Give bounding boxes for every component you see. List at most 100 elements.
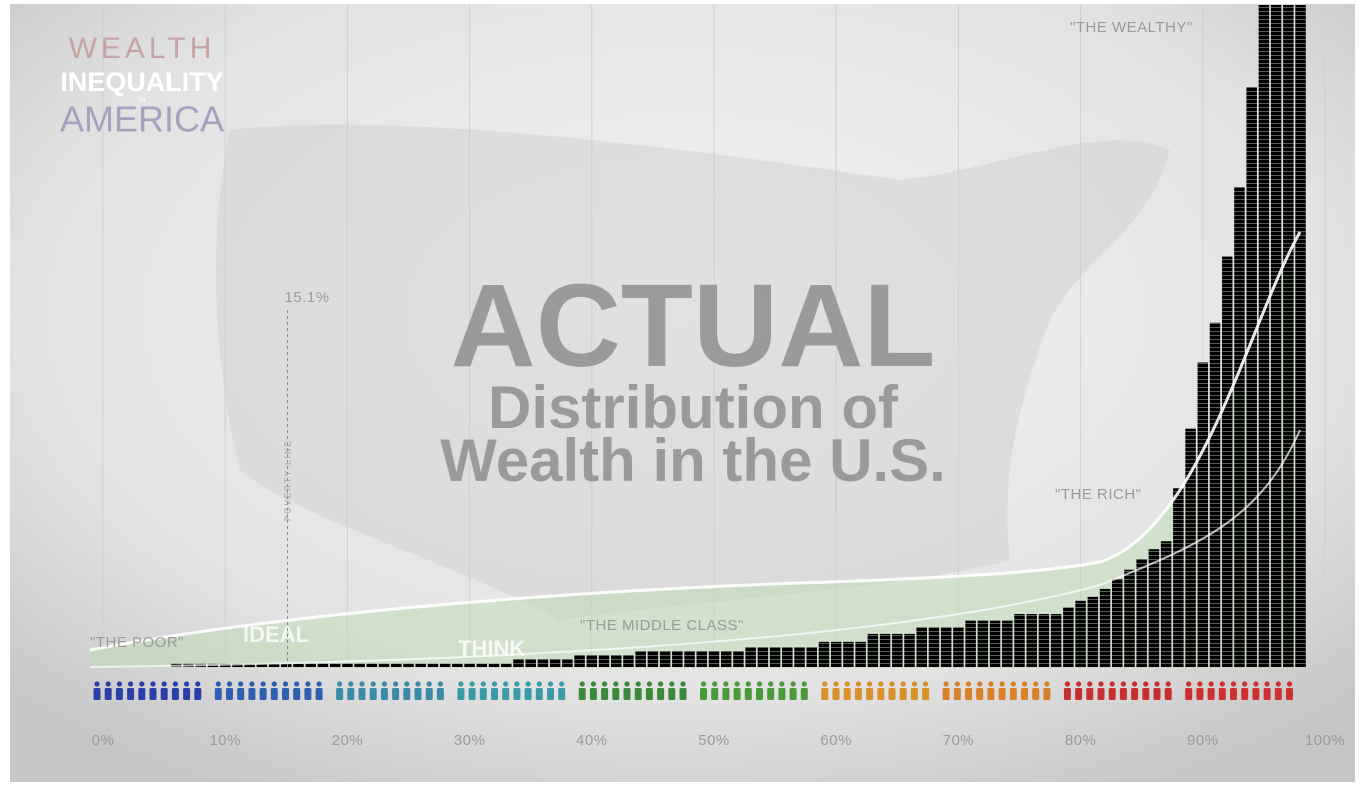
person-icon [602, 681, 608, 687]
person-icon [634, 688, 642, 700]
bar [610, 655, 622, 667]
person-icon [1230, 681, 1237, 687]
person-icon [1075, 688, 1083, 700]
person-icon [392, 688, 400, 700]
person-icon [282, 688, 289, 700]
person-icon [843, 688, 851, 700]
person-icon [911, 681, 918, 687]
bar [659, 651, 671, 667]
bar [415, 663, 426, 667]
person-icon [779, 681, 785, 687]
x-tick-label: 100% [1305, 732, 1345, 749]
bar [977, 620, 989, 667]
person-icon [900, 681, 906, 687]
person-icon [503, 681, 509, 687]
person-icon [248, 688, 256, 700]
annotation: IDEAL [243, 622, 309, 647]
person-icon [348, 681, 354, 687]
person-icon [832, 688, 840, 700]
person-icon [194, 688, 202, 700]
bar [855, 641, 866, 667]
bar [366, 663, 378, 667]
person-icon [171, 688, 179, 700]
person-icon [172, 681, 178, 687]
person-icon [1286, 681, 1293, 687]
bar [281, 663, 292, 667]
person-icon [491, 681, 498, 687]
ideal-curve [89, 231, 1302, 652]
person-icon [160, 688, 168, 700]
bar [1148, 549, 1160, 667]
person-icon [457, 688, 465, 700]
person-icon [1143, 681, 1149, 687]
x-tick-label: 10% [209, 732, 241, 749]
person-icon [712, 681, 718, 687]
person-icon [1119, 688, 1127, 700]
bar [244, 663, 255, 667]
bar [476, 663, 488, 667]
person-icon [468, 688, 476, 700]
person-icon [1032, 688, 1040, 700]
person-icon [1009, 688, 1017, 700]
person-icon [94, 681, 100, 687]
person-icon [889, 681, 895, 687]
person-icon [953, 688, 961, 700]
person-icon [645, 688, 653, 700]
person-icon [745, 681, 751, 687]
bar [488, 663, 500, 667]
person-icon [899, 688, 907, 700]
person-icon [756, 688, 763, 700]
person-icon [877, 688, 885, 700]
person-icon [513, 688, 521, 700]
person-icon [226, 688, 233, 700]
x-tick-label: 0% [92, 732, 115, 749]
bar [1075, 600, 1086, 667]
person-icon [559, 681, 565, 687]
bar [317, 663, 329, 667]
person-icon [404, 681, 410, 687]
bar [1185, 428, 1196, 667]
person-icon [768, 681, 774, 687]
annotation: "THE MIDDLE CLASS" [580, 617, 744, 634]
person-icon [249, 681, 255, 687]
person-icon [1186, 681, 1192, 687]
bar [1026, 614, 1037, 667]
person-icon [149, 688, 157, 700]
person-icon [942, 688, 950, 700]
person-icon [612, 688, 620, 700]
x-tick-label: 70% [943, 732, 975, 749]
person-icon [646, 681, 653, 687]
person-icon [756, 681, 763, 687]
person-icon [547, 688, 554, 700]
bar [1234, 187, 1245, 668]
person-icon [867, 681, 873, 687]
person-icon [1021, 688, 1028, 700]
person-icon [195, 681, 201, 687]
think-curve [89, 429, 1301, 668]
person-icon [139, 681, 145, 687]
person-icon [525, 681, 531, 687]
person-icon [479, 688, 487, 700]
annotation: "THE WEALTHY" [1070, 19, 1193, 36]
bar [598, 655, 610, 667]
bar [1112, 578, 1123, 667]
person-icon [1132, 681, 1138, 687]
bar [696, 651, 708, 667]
logo-line: AMERICA [60, 99, 224, 140]
bar [757, 647, 769, 667]
bar [769, 647, 781, 667]
title: ACTUAL [450, 260, 935, 392]
person-icon [304, 688, 312, 700]
title: Distribution of [488, 374, 899, 441]
bar [1087, 596, 1099, 667]
person-icon [1252, 688, 1260, 700]
person-icon [1076, 681, 1082, 687]
person-icon [436, 688, 444, 700]
bar [427, 663, 439, 667]
person-icon [535, 688, 543, 700]
bar [1038, 614, 1050, 667]
bar [1246, 87, 1257, 667]
bar [672, 651, 683, 667]
person-icon [294, 681, 300, 687]
person-icon [866, 688, 874, 700]
